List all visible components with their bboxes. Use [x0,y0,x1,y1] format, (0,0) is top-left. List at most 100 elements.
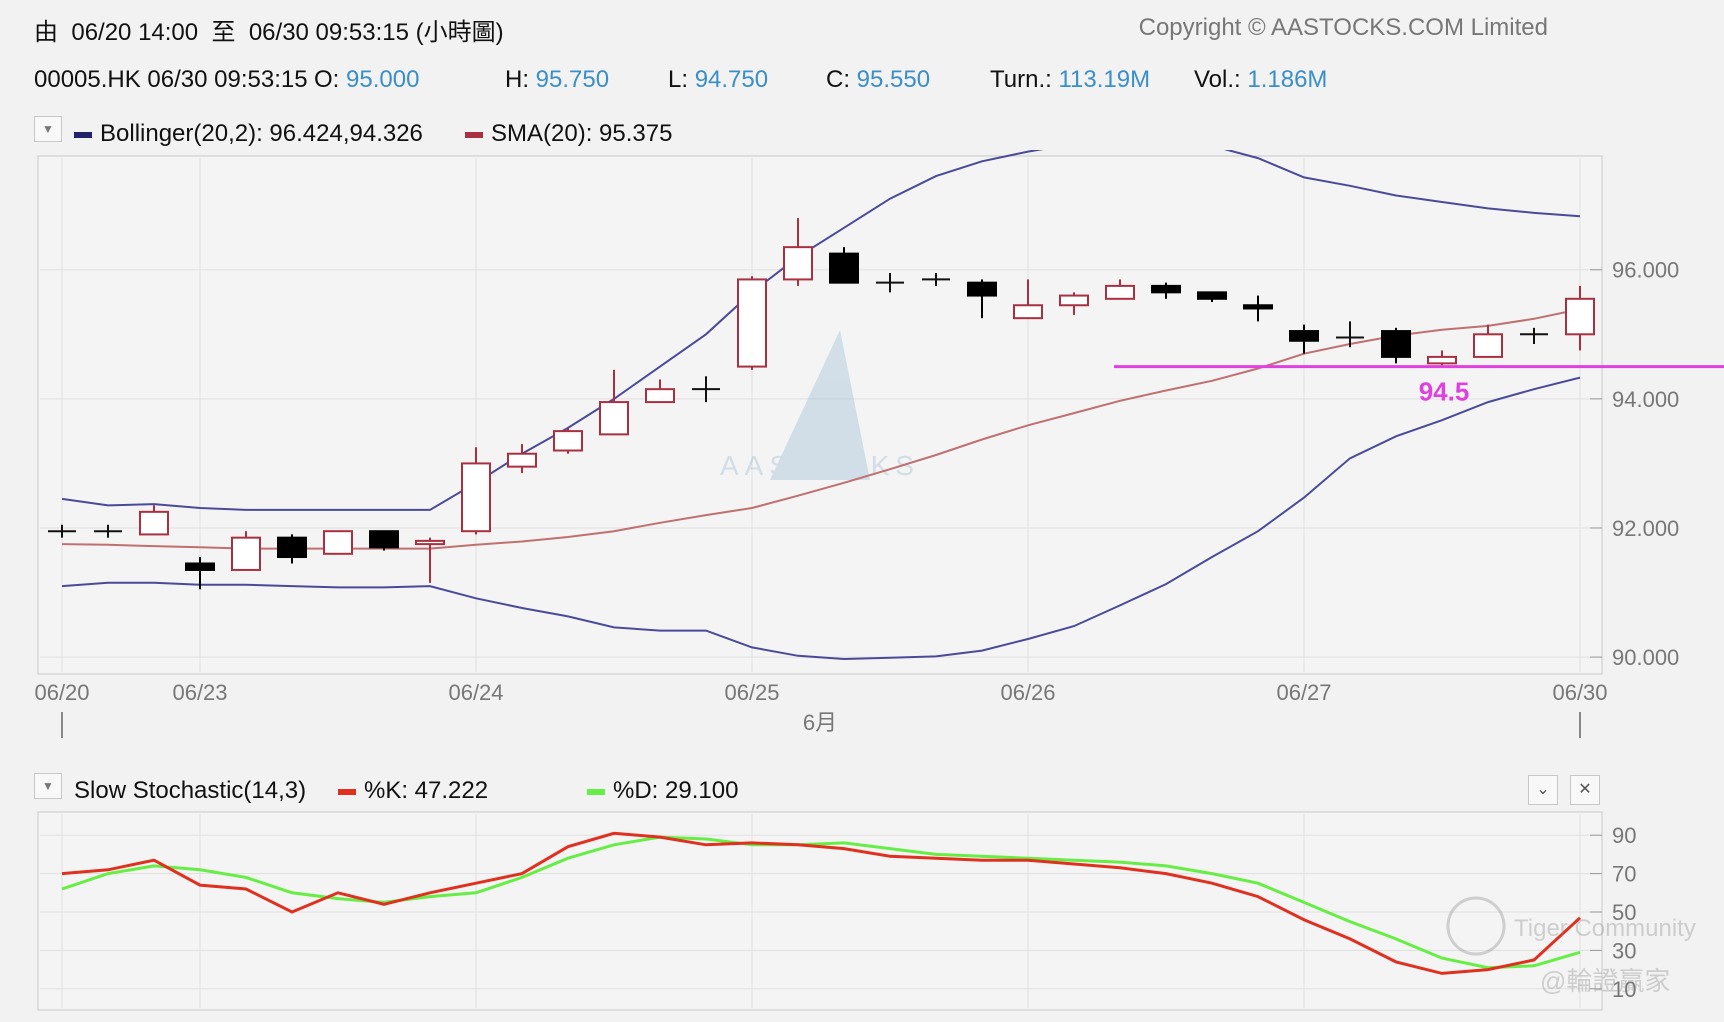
y-tick-label: 50 [1612,900,1636,925]
bollinger-swatch [74,131,92,138]
legend-bollinger: Bollinger(20,2): 96.424,94.326 [74,120,423,148]
stoch-k-line [61,831,1582,975]
y-tick-label: 92.000 [1612,516,1679,541]
x-tick-label: 06/26 [1000,680,1055,705]
y-tick-label: 94.000 [1612,387,1679,412]
candle [415,537,445,583]
bollinger-upper-line [61,150,1581,511]
candle-body [1059,294,1089,307]
y-tick-label: 30 [1612,938,1636,963]
tiger-watermark: Tiger Community @輪證贏家 [1446,896,1696,996]
range-to-word: 至 [211,19,236,46]
aastocks-watermark: AASTOCKS [720,330,920,481]
y-tick-label: 70 [1612,862,1636,887]
legend-stoch-d: %D: 29.100 [587,777,738,805]
candle [1473,324,1503,358]
candle [737,276,767,370]
candle [599,369,629,436]
candle-body [737,278,767,368]
svg-text:AASTOCKS: AASTOCKS [720,450,920,481]
candle [967,279,997,319]
candle-body [1151,284,1181,294]
candle [1427,350,1457,367]
candle [645,379,675,404]
svg-text:Tiger Community: Tiger Community [1514,915,1696,942]
copyright: Copyright © AASTOCKS.COM Limited [1138,14,1548,41]
legend-stoch-title: Slow Stochastic(14,3) [74,777,307,804]
candle [876,272,904,293]
triangle-down-icon: ▼ [42,122,54,136]
candle-body [1427,355,1457,365]
candle [48,524,76,538]
candle [369,530,399,551]
candle [461,447,491,535]
candle-body [1473,333,1503,358]
close-icon: ✕ [1578,781,1592,798]
candle [553,427,583,454]
candle [1059,292,1089,315]
y-tick-label: 90 [1612,823,1636,848]
candle-body [1197,291,1227,300]
range-to: 06/30 09:53:15 (小時圖) [248,19,504,46]
candle [829,247,859,284]
candle [1565,285,1595,351]
candle [1336,321,1364,348]
candle-body [783,246,813,281]
close-button[interactable]: ✕ [1570,775,1600,805]
quote-symbol-time: 00005.HK 06/30 09:53:15 [34,66,308,93]
main-indicator-dropdown[interactable]: ▼ [34,116,62,142]
month-label: 6月 [803,710,837,735]
candle [1381,327,1411,364]
candle [231,531,261,571]
candle [1243,295,1273,322]
candle [94,524,122,538]
candle [507,444,537,474]
quote-high: H: 95.750 [505,66,610,93]
candle [1197,291,1227,303]
y-tick-label: 96.000 [1612,258,1679,283]
candle-body [323,530,353,555]
x-tick-label: 06/30 [1552,680,1607,705]
candle [277,534,307,564]
sma-swatch [465,131,483,138]
candle-body [185,562,215,571]
y-tick-label: 90.000 [1612,645,1679,670]
quote-low: L: 94.750 [668,66,769,93]
y-tick-label: 10 [1612,977,1636,1002]
candle-body [369,530,399,549]
x-tick-label: 06/25 [724,680,779,705]
candle [1105,279,1135,300]
x-tick-label: 06/23 [172,680,227,705]
triangle-down-icon: ▼ [42,779,54,793]
candle-body [1381,330,1411,358]
legend-stoch-k: %K: 47.222 [338,777,488,805]
candle-body [1105,284,1135,300]
candle [185,557,215,590]
stoch-d-line [61,835,1581,970]
quote-close: C: 95.550 [826,66,931,93]
stoch-indicator-dropdown[interactable]: ▼ [34,773,62,799]
candle [922,272,950,286]
candle-body [461,462,491,533]
chevron-down-icon: ⌄ [1536,781,1550,798]
candle-body [599,401,629,436]
candle [1151,282,1181,299]
range-from: 06/20 14:00 [71,19,199,46]
bollinger-lower-line [61,376,1581,661]
candle-body [277,536,307,559]
candle-body [967,281,997,297]
candle-body [507,452,537,468]
sma-line [61,308,1581,550]
candle-body [231,536,261,571]
candle [1013,279,1043,320]
candle-body [1013,304,1043,320]
candle [1289,324,1319,354]
candle-body [829,252,859,284]
quote-open: O: 95.000 [314,66,420,93]
candle-body [415,539,445,546]
candle-body [139,510,169,536]
candle-body [553,430,583,452]
candle [139,505,169,536]
collapse-button[interactable]: ⌄ [1528,775,1558,805]
candle [1520,327,1548,344]
